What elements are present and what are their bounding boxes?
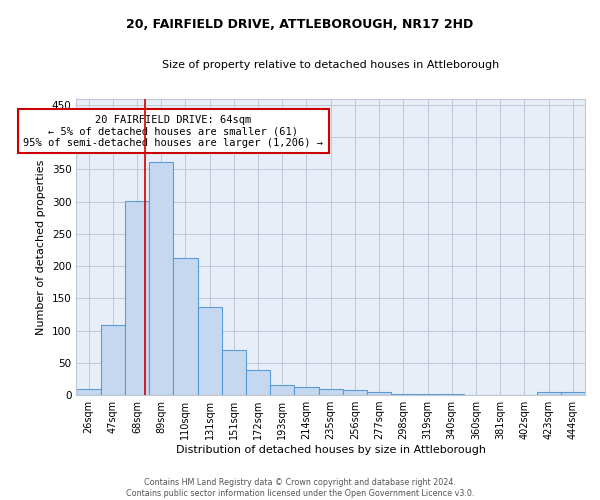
Bar [415,394,440,395]
Text: 20, FAIRFIELD DRIVE, ATTLEBOROUGH, NR17 2HD: 20, FAIRFIELD DRIVE, ATTLEBOROUGH, NR17 … [127,18,473,30]
Bar [173,258,197,395]
Bar [149,162,173,395]
Text: Contains HM Land Registry data © Crown copyright and database right 2024.
Contai: Contains HM Land Registry data © Crown c… [126,478,474,498]
Bar [125,201,149,395]
Title: Size of property relative to detached houses in Attleborough: Size of property relative to detached ho… [162,60,499,70]
Bar [367,392,391,395]
Bar [319,388,343,395]
X-axis label: Distribution of detached houses by size in Attleborough: Distribution of detached houses by size … [176,445,486,455]
Bar [76,390,101,395]
Bar [295,386,319,395]
Bar [391,394,415,395]
Y-axis label: Number of detached properties: Number of detached properties [36,159,46,334]
Bar [101,326,125,395]
Bar [440,394,464,395]
Bar [343,390,367,395]
Bar [197,307,222,395]
Text: 20 FAIRFIELD DRIVE: 64sqm
← 5% of detached houses are smaller (61)
95% of semi-d: 20 FAIRFIELD DRIVE: 64sqm ← 5% of detach… [23,114,323,148]
Bar [246,370,270,395]
Bar [270,386,295,395]
Bar [536,392,561,395]
Bar [222,350,246,395]
Bar [561,392,585,395]
